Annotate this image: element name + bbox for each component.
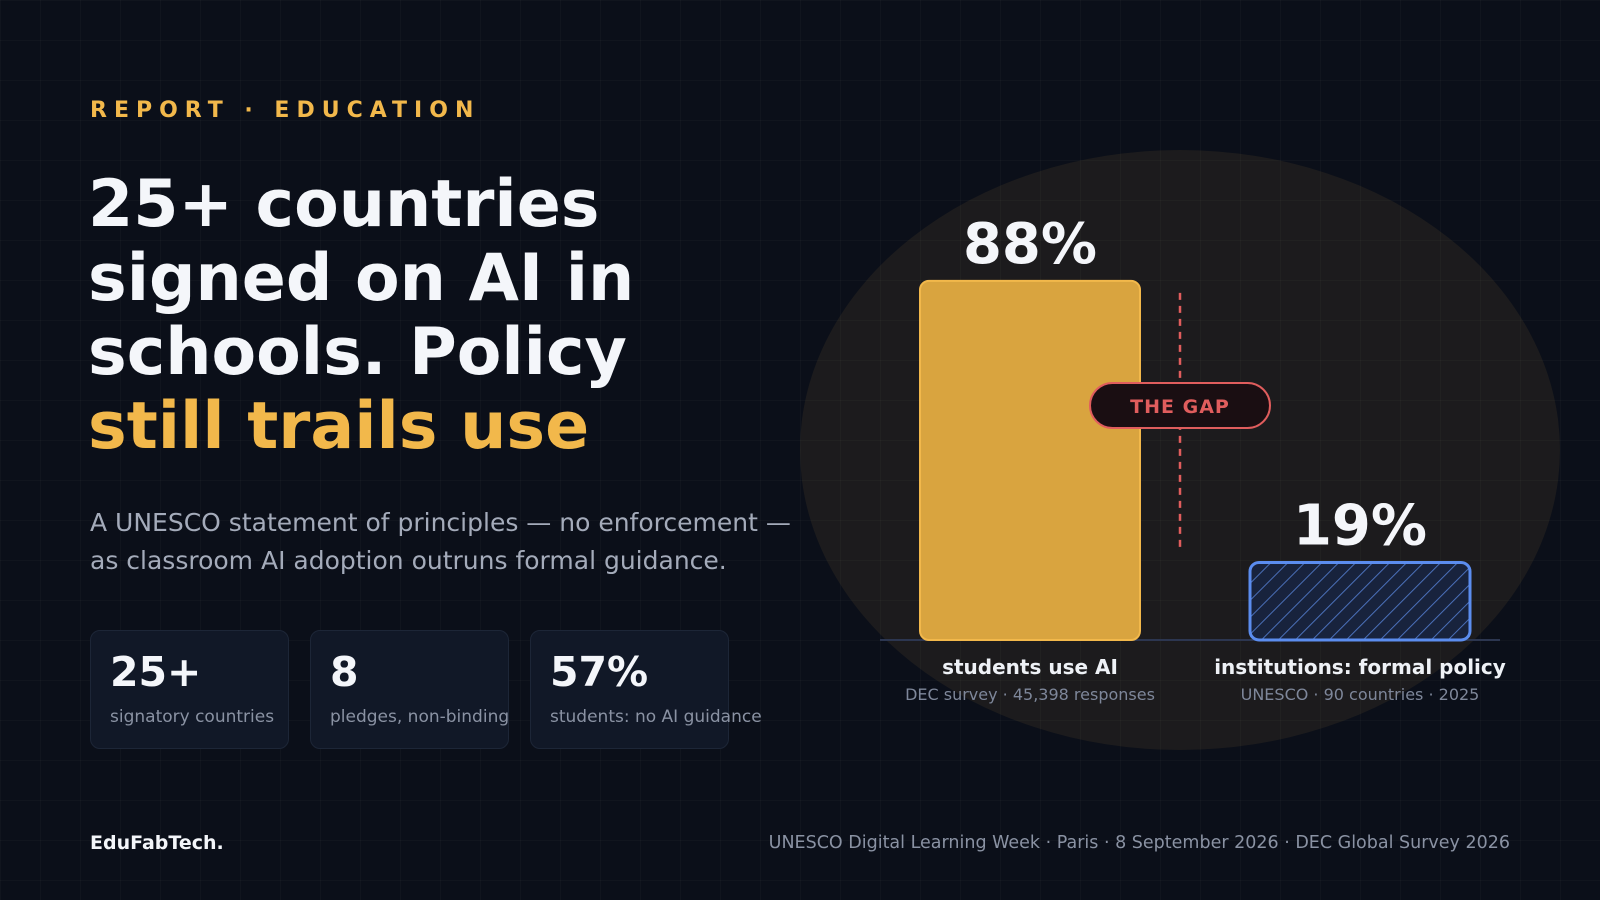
subtitle-line-1: A UNESCO statement of principles — no en… — [90, 508, 791, 537]
stat-card-pledges: 8 pledges, non-binding — [310, 630, 509, 749]
headline-line-3: schools. Policy — [88, 315, 627, 390]
subtitle: A UNESCO statement of principles — no en… — [90, 504, 830, 580]
gap-label: THE GAP — [1130, 396, 1230, 418]
eyebrow-label: REPORT · EDUCATION — [90, 98, 481, 123]
stat-card-guidance: 57% students: no AI guidance — [530, 630, 762, 749]
footer-source: UNESCO Digital Learning Week · Paris · 8… — [768, 833, 1510, 853]
source-label-students: DEC survey · 45,398 responses — [905, 685, 1155, 704]
stat-value: 57% — [550, 648, 649, 696]
stat-label: signatory countries — [110, 707, 275, 727]
category-label-students: students use AI — [942, 655, 1118, 679]
source-label-institutions: UNESCO · 90 countries · 2025 — [1241, 685, 1480, 704]
stat-value: 8 — [330, 648, 359, 696]
bar-students — [919, 279, 1141, 641]
gap-badge — [1089, 382, 1271, 429]
headline: 25+ countries signed on AI in schools. P… — [88, 168, 788, 464]
stat-value: 25+ — [110, 648, 202, 696]
category-label-institutions: institutions: formal policy — [1214, 655, 1506, 679]
headline-line-1: 25+ countries — [88, 167, 600, 242]
value-label-institutions: 19% — [1293, 493, 1427, 558]
value-label-students: 88% — [963, 212, 1097, 277]
gap-annotation: THE GAP — [1089, 382, 1271, 429]
stat-card-countries: 25+ signatory countries — [90, 630, 289, 749]
headline-accent-line: still trails use — [88, 389, 590, 464]
subtitle-line-2: as classroom AI adoption outruns formal … — [90, 546, 727, 575]
brand-logo: EduFabTech. — [90, 832, 224, 854]
stat-label: students: no AI guidance — [550, 707, 762, 727]
bar-institutions — [1248, 560, 1472, 642]
headline-line-2: signed on AI in — [88, 241, 635, 316]
stat-label: pledges, non-binding — [330, 707, 510, 727]
